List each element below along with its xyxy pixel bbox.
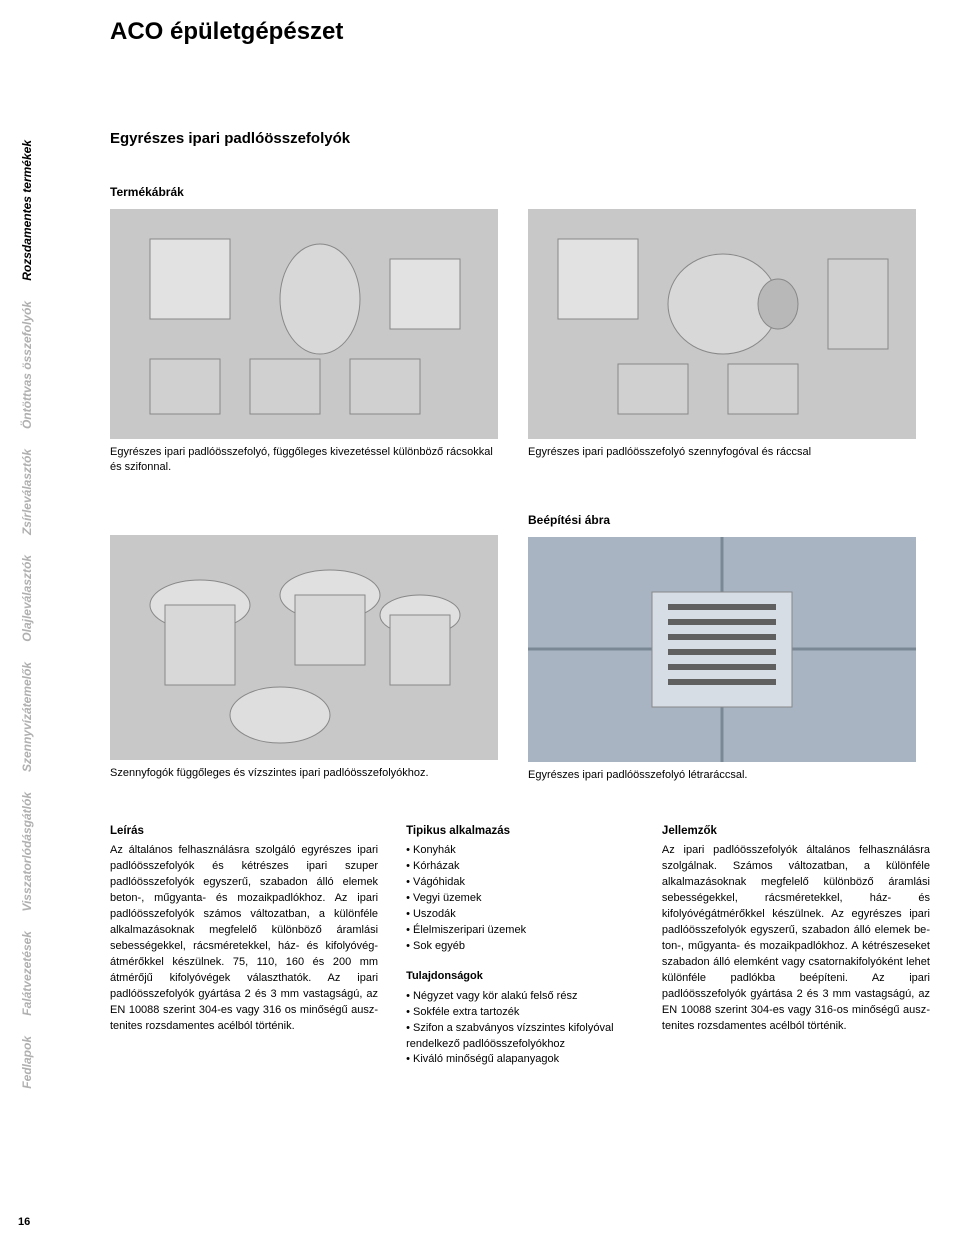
product-image-1 xyxy=(110,209,498,439)
list-item: Vágóhidak xyxy=(406,875,634,891)
col-features: Jellemzők Az ipari padlóösszefolyók álta… xyxy=(662,823,930,1069)
feat-body: Az ipari padlóösszefolyók általános felh… xyxy=(662,843,930,1034)
list-item: Élelmiszeripari üzemek xyxy=(406,923,634,939)
col-description: Leírás Az általános felhasználásra szolg… xyxy=(110,823,378,1069)
image-row-2: Szennyfogók függőleges és vízszintes ipa… xyxy=(110,513,930,811)
side-tab-ontottvas[interactable]: Öntöttvas összefolyók xyxy=(18,291,40,439)
side-tab-zsir[interactable]: Zsírleválasztók xyxy=(18,439,40,545)
list-item: Négyzet vagy kör alakú felső rész xyxy=(406,989,634,1005)
caption-3: Szennyfogók függőleges és vízszintes ipa… xyxy=(110,766,498,781)
list-item: Konyhák xyxy=(406,843,634,859)
list-item: Szifon a szabványos vízszintes kifolyóva… xyxy=(406,1021,634,1053)
content-area: Egyrészes ipari padlóösszefolyók Terméká… xyxy=(110,130,930,1068)
subtitle: Egyrészes ipari padlóösszefolyók xyxy=(110,130,930,147)
desc-body: Az általános felhasználásra szolgáló egy… xyxy=(110,843,378,1034)
product-image-2 xyxy=(528,209,916,439)
page-number: 16 xyxy=(18,1216,30,1228)
caption-2: Egyrészes ipari padlóösszefolyó szennyfo… xyxy=(528,445,916,460)
caption-1: Egyrészes ipari padlóösszefolyó, függőle… xyxy=(110,445,498,475)
side-tab-rozsdamentes[interactable]: Rozsdamentes termékek xyxy=(18,130,40,291)
side-tab-visszator[interactable]: Visszatorlódásgátlók xyxy=(18,782,40,922)
feat-heading: Jellemzők xyxy=(662,823,930,840)
section-label-install: Beépítési ábra xyxy=(528,513,916,527)
caption-4: Egyrészes ipari padlóösszefolyó létrarác… xyxy=(528,768,916,783)
side-tab-olaj[interactable]: Olajleválasztók xyxy=(18,545,40,652)
list-item: Kórházak xyxy=(406,859,634,875)
image-row-1: Egyrészes ipari padlóösszefolyó, függőle… xyxy=(110,209,930,503)
side-tab-strip: Rozsdamentes termékek Öntöttvas összefol… xyxy=(18,130,40,1190)
side-tab-szennyv[interactable]: Szennyvízátemelők xyxy=(18,652,40,782)
props-heading: Tulajdonságok xyxy=(406,969,634,985)
side-tab-falat[interactable]: Falátvezetések xyxy=(18,921,40,1026)
list-item: Vegyi üzemek xyxy=(406,891,634,907)
desc-heading: Leírás xyxy=(110,823,378,840)
list-item: Sokféle extra tartozék xyxy=(406,1005,634,1021)
install-image xyxy=(528,537,916,762)
props-list: Négyzet vagy kör alakú felső rész Sokfél… xyxy=(406,989,634,1069)
list-item: Uszodák xyxy=(406,907,634,923)
list-item: Kiváló minőségű alapanyagok xyxy=(406,1052,634,1068)
apps-list: Konyhák Kórházak Vágóhidak Vegyi üzemek … xyxy=(406,843,634,955)
text-columns: Leírás Az általános felhasználásra szolg… xyxy=(110,823,930,1069)
apps-heading: Tipikus alkalmazás xyxy=(406,823,634,840)
side-tab-fedlapok[interactable]: Fedlapok xyxy=(18,1026,40,1099)
page-title: ACO épületgépészet xyxy=(110,18,343,46)
section-label-products: Termékábrák xyxy=(110,185,930,199)
col-applications: Tipikus alkalmazás Konyhák Kórházak Vágó… xyxy=(406,823,634,1069)
product-image-3 xyxy=(110,535,498,760)
list-item: Sok egyéb xyxy=(406,939,634,955)
